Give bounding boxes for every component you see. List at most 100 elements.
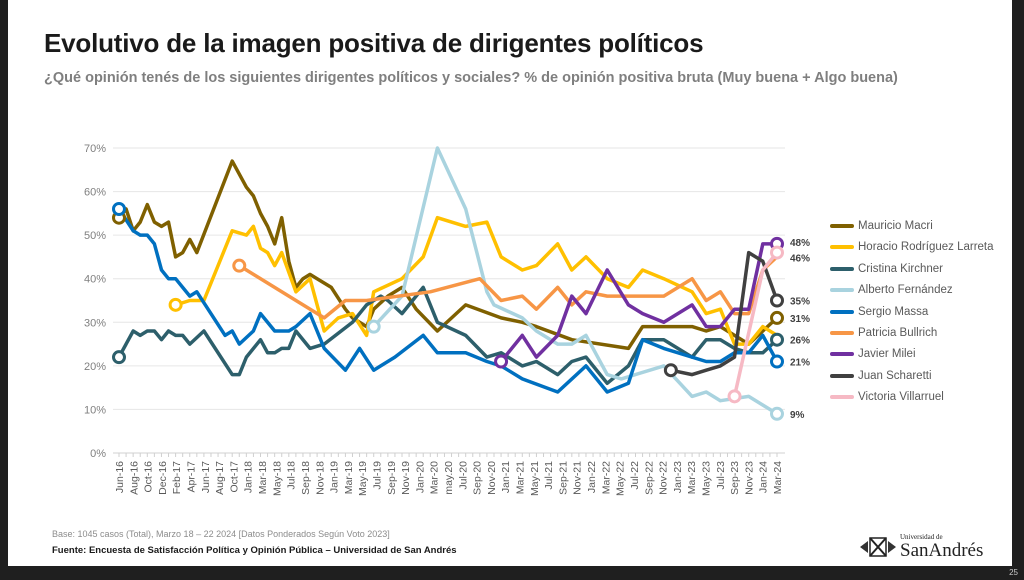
grid-lines: [113, 147, 785, 454]
x-tick-label: Nov-20: [486, 461, 498, 495]
x-tick-label: may.20: [443, 461, 455, 495]
logo-text-large: SanAndrés: [900, 540, 984, 561]
series-line: [669, 250, 779, 377]
legend-item: Patricia Bullrich: [830, 325, 937, 341]
y-axis-ticks: 0% 10% 20% 30% 40% 50% 60% 70%: [84, 143, 106, 460]
legend-label: Patricia Bullrich: [858, 327, 938, 339]
footer-source: Fuente: Encuesta de Satisfacción Polític…: [52, 545, 457, 556]
series-line: [732, 250, 779, 399]
legend-label: Horacio Rodríguez Larreta: [858, 241, 994, 254]
series-end-marker: [770, 406, 784, 421]
y-tick-label: 40%: [84, 274, 106, 286]
legend-swatch: [830, 352, 854, 357]
x-tick-label: Sep-21: [557, 461, 569, 495]
series-end-marker: [770, 310, 784, 325]
x-tick-label: Jan-18: [243, 461, 255, 493]
x-tick-label: Mar-18: [257, 461, 269, 494]
legend-swatch: [830, 309, 854, 314]
university-logo: Universidad de SanAndrés: [858, 534, 983, 560]
x-tick-label: Jul-22: [629, 461, 641, 490]
series-end-marker: [770, 293, 784, 308]
end-value-label: 35%: [790, 297, 810, 308]
footer-base-note: Base: 1045 casos (Total), Marzo 18 – 22 …: [52, 529, 390, 539]
y-tick-label: 70%: [84, 143, 106, 155]
x-tick-label: Jul-20: [457, 461, 469, 490]
legend-swatch: [830, 331, 854, 335]
series-start-marker: [168, 297, 183, 312]
x-tick-label: Mar-23: [686, 461, 698, 494]
x-tick-label: Jan-23: [672, 461, 684, 493]
legend-item: Victoria Villarruel: [830, 389, 944, 405]
x-tick-label: Jan-21: [500, 461, 512, 493]
x-tick-label: Jul-23: [715, 461, 727, 490]
series-start-marker: [232, 258, 247, 273]
series-end-marker: [770, 245, 784, 260]
y-tick-label: 50%: [84, 230, 106, 242]
x-tick-label: Mar-20: [429, 461, 441, 494]
series-line: [117, 159, 779, 351]
series-line: [117, 207, 779, 394]
x-tick-label: Jul-18: [286, 461, 298, 490]
x-tick-label: Jan-22: [586, 461, 598, 493]
legend-label: Mauricio Macri: [858, 220, 933, 232]
series-line: [371, 146, 779, 416]
x-tick-label: Apr-17: [186, 461, 198, 493]
y-tick-label: 20%: [84, 361, 106, 373]
x-tick-label: Sep-18: [300, 461, 312, 495]
x-tick-label: Aug-16: [128, 461, 140, 495]
legend-item: Javier Milei: [830, 346, 916, 362]
x-tick-label: May-23: [700, 461, 712, 496]
x-tick-label: Feb-17: [171, 461, 183, 494]
legend-item: Sergio Massa: [830, 304, 928, 320]
legend-item: Horacio Rodríguez Larreta: [830, 239, 994, 255]
series-start-marker: [494, 354, 509, 369]
legend-swatch: [830, 224, 854, 228]
legend-item: Juan Scharetti: [830, 368, 932, 384]
crest-icon: [860, 537, 896, 557]
x-tick-label: May-19: [357, 461, 369, 496]
series-end-marker: [770, 354, 784, 369]
x-tick-label: Mar-19: [343, 461, 355, 494]
legend-swatch: [830, 245, 854, 250]
legend-item: Alberto Fernández: [830, 282, 953, 298]
x-tick-label: Sep-23: [729, 461, 741, 495]
x-tick-label: Sep-19: [386, 461, 398, 495]
x-tick-label: Mar-24: [772, 461, 784, 494]
legend-swatch: [830, 266, 854, 271]
series-markers: [112, 202, 784, 421]
x-tick-label: Nov-21: [572, 461, 584, 495]
x-tick-label: Nov-22: [658, 461, 670, 495]
end-labels: 31% 26% 9% 21% 48% 35% 46%: [790, 238, 810, 421]
end-value-label: 26%: [790, 336, 810, 347]
legend-label: Sergio Massa: [858, 305, 929, 318]
x-tick-label: Dec-16: [157, 461, 169, 495]
y-tick-label: 10%: [84, 404, 106, 416]
x-tick-label: May-18: [271, 461, 283, 496]
series-line: [499, 242, 779, 364]
series-end-marker: [770, 332, 784, 347]
series-line: [117, 285, 779, 386]
page-subtitle: ¿Qué opinión tenés de los siguientes dir…: [44, 70, 898, 86]
end-value-label: 31%: [790, 314, 810, 325]
legend-swatch: [830, 395, 854, 400]
x-tick-label: Mar-21: [515, 461, 527, 494]
series-line: [173, 215, 779, 346]
legend-item: Mauricio Macri: [830, 218, 933, 234]
x-tick-label: Nov-19: [400, 461, 412, 495]
end-value-label: 46%: [790, 254, 810, 265]
legend-label: Juan Scharetti: [858, 369, 932, 382]
series-start-marker: [112, 350, 126, 365]
x-tick-label: Sep-22: [643, 461, 655, 495]
end-value-label: 48%: [790, 238, 810, 249]
legend-label: Javier Milei: [858, 348, 916, 361]
x-tick-label: Sep-20: [472, 461, 484, 495]
y-tick-label: 60%: [84, 187, 106, 199]
x-tick-label: Nov-18: [314, 461, 326, 495]
y-tick-label: 0%: [90, 448, 106, 460]
x-tick-label: May-22: [615, 461, 627, 496]
x-tick-label: Oct-17: [228, 461, 240, 493]
x-axis-ticks: Jun-16 Aug-16 Oct-16 Dec-16 Feb-17 Apr-17 Jun-…: [114, 453, 784, 496]
legend-swatch: [830, 288, 854, 293]
x-tick-label: Jun-16: [114, 461, 126, 493]
